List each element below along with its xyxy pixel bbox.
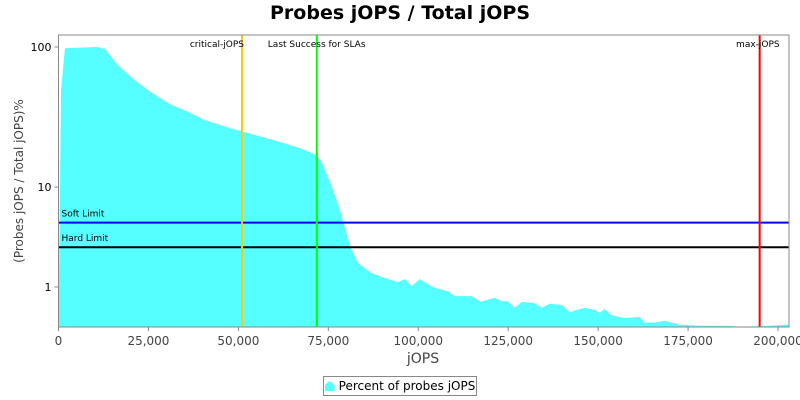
y-tick-label: 10 [38,181,52,194]
legend-label: Percent of probes jOPS [338,379,476,393]
x-tick-label: 200,000 [753,334,800,348]
x-tick-label: 50,000 [217,334,259,348]
legend-swatch [324,381,335,391]
y-axis-label: (Probes jOPS / Total jOPS)% [12,99,26,263]
hline-label: Soft Limit [62,210,105,220]
legend: Percent of probes jOPS [323,376,477,396]
vline-label: critical-jOPS [190,40,244,50]
hline-label: Hard Limit [62,234,109,244]
x-tick-label: 75,000 [307,334,349,348]
y-tick-label: 100 [31,41,52,54]
x-axis-label: jOPS [406,351,439,367]
x-tick-label: 100,000 [393,334,443,348]
area-series [58,47,789,327]
vline-label: Last Success for SLAs [268,40,366,50]
x-tick-label: 125,000 [483,334,533,348]
vline-label: max-jOPS [736,40,780,50]
x-tick-label: 0 [55,334,63,348]
x-tick-label: 175,000 [663,334,713,348]
chart-title: Probes jOPS / Total jOPS [270,2,530,24]
x-tick-label: 150,000 [573,334,623,348]
y-tick-label: 1 [45,281,52,294]
plot-border [58,34,790,328]
x-tick-label: 25,000 [127,334,169,348]
